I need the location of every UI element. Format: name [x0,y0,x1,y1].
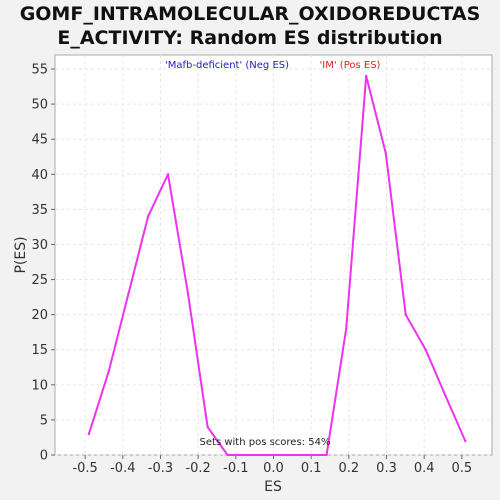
x-tick-label: -0.4 [110,461,135,476]
y-tick-label: 10 [31,378,48,393]
data-point [226,453,229,457]
series-layer [87,74,467,457]
data-point [206,425,209,429]
x-tick-label: -0.3 [148,461,173,476]
data-point [384,152,387,155]
x-tick-label: -0.5 [72,461,97,476]
y-tick-label: 5 [40,413,48,428]
data-point [186,292,190,295]
legend-neg-label: 'Mafb-deficient' (Neg ES) [165,60,289,71]
data-point [87,432,91,436]
grid-lines [55,55,492,456]
data-point [464,439,467,443]
pos-scores-annotation: Sets with pos scores: 54% [200,437,331,448]
data-point [265,453,269,457]
x-axis-label: ES [264,479,282,495]
x-tick-label: 0.0 [263,461,284,476]
es-distribution-line [87,75,467,456]
x-tick-label: -0.2 [185,461,210,476]
x-tick-label: 0.5 [452,461,473,476]
data-point [305,453,308,457]
data-point [285,453,289,457]
y-tick-label: 45 [31,133,48,148]
data-point [345,327,348,330]
data-point [166,173,170,176]
x-tick-label: 0.1 [301,461,322,476]
data-point [364,74,368,78]
data-point [146,215,150,218]
y-tick-label: 20 [31,308,48,323]
chart-title: GOMF_INTRAMOLECULAR_OXIDOREDUCTAS E_ACTI… [0,2,500,50]
y-tick-label: 30 [31,238,48,253]
data-point [245,453,249,457]
data-point [444,394,447,397]
data-point [424,348,427,351]
y-tick-label: 15 [31,343,48,358]
y-tick-label: 35 [31,203,48,218]
y-axis-label: P(ES) [13,236,29,273]
x-tick-label: 0.2 [339,461,360,476]
chart-title-line-2: E_ACTIVITY: Random ES distribution [57,27,443,49]
x-tick-label: 0.4 [414,461,435,476]
y-tick-label: 0 [40,449,48,464]
chart-title-line-1: GOMF_INTRAMOLECULAR_OXIDOREDUCTAS [19,3,481,25]
x-axis-ticks: -0.5 -0.4 -0.3 -0.2 -0.1 0.0 0.1 0.2 0.3 0.4 0.5 [72,455,472,476]
x-tick-label: 0.3 [376,461,397,476]
y-tick-label: 25 [31,273,48,288]
y-tick-label: 55 [31,63,48,78]
y-tick-label: 50 [31,98,48,113]
y-axis-ticks: 0 5 10 15 20 25 30 35 40 45 50 55 [31,63,55,464]
data-point [127,292,130,295]
data-point [107,369,111,372]
y-tick-label: 40 [31,168,48,183]
data-point [325,453,328,457]
data-point [404,313,407,316]
x-tick-label: -0.1 [223,461,248,476]
legend-pos-label: 'IM' (Pos ES) [320,60,381,71]
